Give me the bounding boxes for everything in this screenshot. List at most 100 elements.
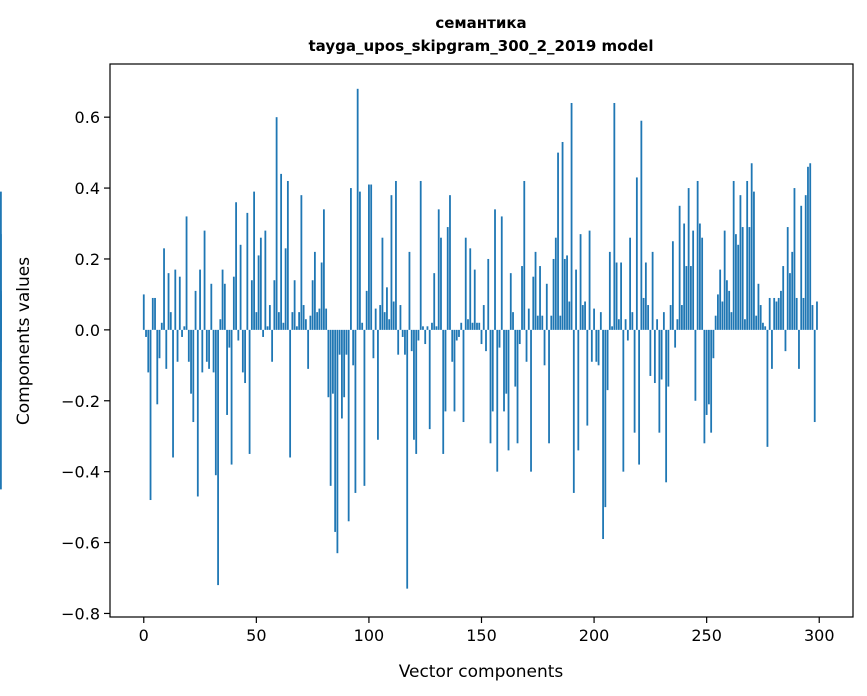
bar xyxy=(392,301,395,330)
bar xyxy=(512,312,514,330)
bar xyxy=(187,329,190,362)
bar xyxy=(268,305,271,330)
bar xyxy=(214,329,217,476)
y-tick-label: 0.4 xyxy=(75,179,100,198)
bar xyxy=(273,280,276,330)
bar xyxy=(750,163,753,330)
bar xyxy=(165,329,168,369)
bar xyxy=(453,329,456,412)
bar xyxy=(807,166,809,330)
bar xyxy=(458,329,460,337)
bar xyxy=(577,329,580,451)
bar xyxy=(476,322,478,330)
bar xyxy=(295,326,298,330)
bar xyxy=(298,312,301,330)
bar xyxy=(190,329,192,394)
bar xyxy=(798,329,800,369)
bar xyxy=(289,329,292,458)
bar xyxy=(518,329,521,345)
bar xyxy=(370,184,373,330)
bar xyxy=(545,283,548,330)
bar xyxy=(732,180,735,330)
bar xyxy=(642,297,645,330)
bar xyxy=(282,322,285,330)
bar xyxy=(543,329,546,366)
y-tick-label: −0.6 xyxy=(61,534,100,553)
bar xyxy=(419,180,422,330)
bar xyxy=(284,248,287,330)
bar xyxy=(698,223,701,330)
bar xyxy=(235,202,237,330)
bar xyxy=(178,276,181,330)
bar xyxy=(647,305,650,330)
bar xyxy=(226,329,228,415)
bar xyxy=(151,297,154,330)
bar xyxy=(548,329,550,444)
bar xyxy=(705,329,708,415)
bar xyxy=(669,305,672,330)
bar xyxy=(399,305,402,330)
bar xyxy=(784,329,787,352)
bar xyxy=(593,308,595,330)
bar xyxy=(606,329,609,391)
bar xyxy=(318,308,321,330)
bar xyxy=(286,180,289,330)
bar xyxy=(717,294,719,330)
y-tick-label: −0.2 xyxy=(61,392,100,411)
bar xyxy=(334,329,337,532)
bar xyxy=(262,329,265,337)
bar xyxy=(741,227,744,330)
bar xyxy=(383,312,386,330)
bar xyxy=(368,184,370,330)
y-tick-label: −0.8 xyxy=(61,604,100,623)
bar xyxy=(617,319,620,330)
bar xyxy=(331,329,334,394)
bar xyxy=(604,329,607,508)
bar xyxy=(219,319,222,330)
bar xyxy=(762,322,764,330)
bar xyxy=(183,326,186,330)
bar xyxy=(304,319,307,330)
bar xyxy=(559,315,562,330)
bar xyxy=(802,297,805,330)
bar xyxy=(341,329,343,419)
x-tick-label: 300 xyxy=(804,626,835,645)
bar xyxy=(424,329,427,345)
bar xyxy=(345,329,348,355)
bar xyxy=(149,329,152,501)
bar xyxy=(748,227,751,330)
bar xyxy=(444,329,447,412)
bars-group xyxy=(0,88,818,589)
bar xyxy=(221,269,224,330)
bar xyxy=(708,329,710,405)
bar xyxy=(595,329,598,362)
bar xyxy=(390,195,393,330)
bar xyxy=(489,329,492,444)
bar xyxy=(277,312,280,330)
bar xyxy=(611,326,613,330)
bar xyxy=(536,315,539,330)
bar xyxy=(313,251,316,330)
bar xyxy=(735,234,737,330)
bar xyxy=(737,244,740,330)
x-tick-label: 150 xyxy=(466,626,497,645)
bar xyxy=(381,237,384,330)
bar xyxy=(431,322,433,330)
bar xyxy=(613,102,616,330)
bar xyxy=(521,266,523,330)
bar xyxy=(550,315,553,330)
bar xyxy=(473,269,476,330)
bar xyxy=(255,312,258,330)
bar xyxy=(250,280,253,330)
x-tick-label: 0 xyxy=(139,626,149,645)
bar xyxy=(194,290,197,330)
bar xyxy=(480,329,483,345)
bar xyxy=(147,329,150,373)
bar xyxy=(692,230,695,330)
bar xyxy=(635,177,638,330)
bar xyxy=(660,329,663,380)
bar xyxy=(196,329,199,497)
bar xyxy=(804,195,807,330)
bar xyxy=(568,301,571,330)
bar xyxy=(365,290,368,330)
